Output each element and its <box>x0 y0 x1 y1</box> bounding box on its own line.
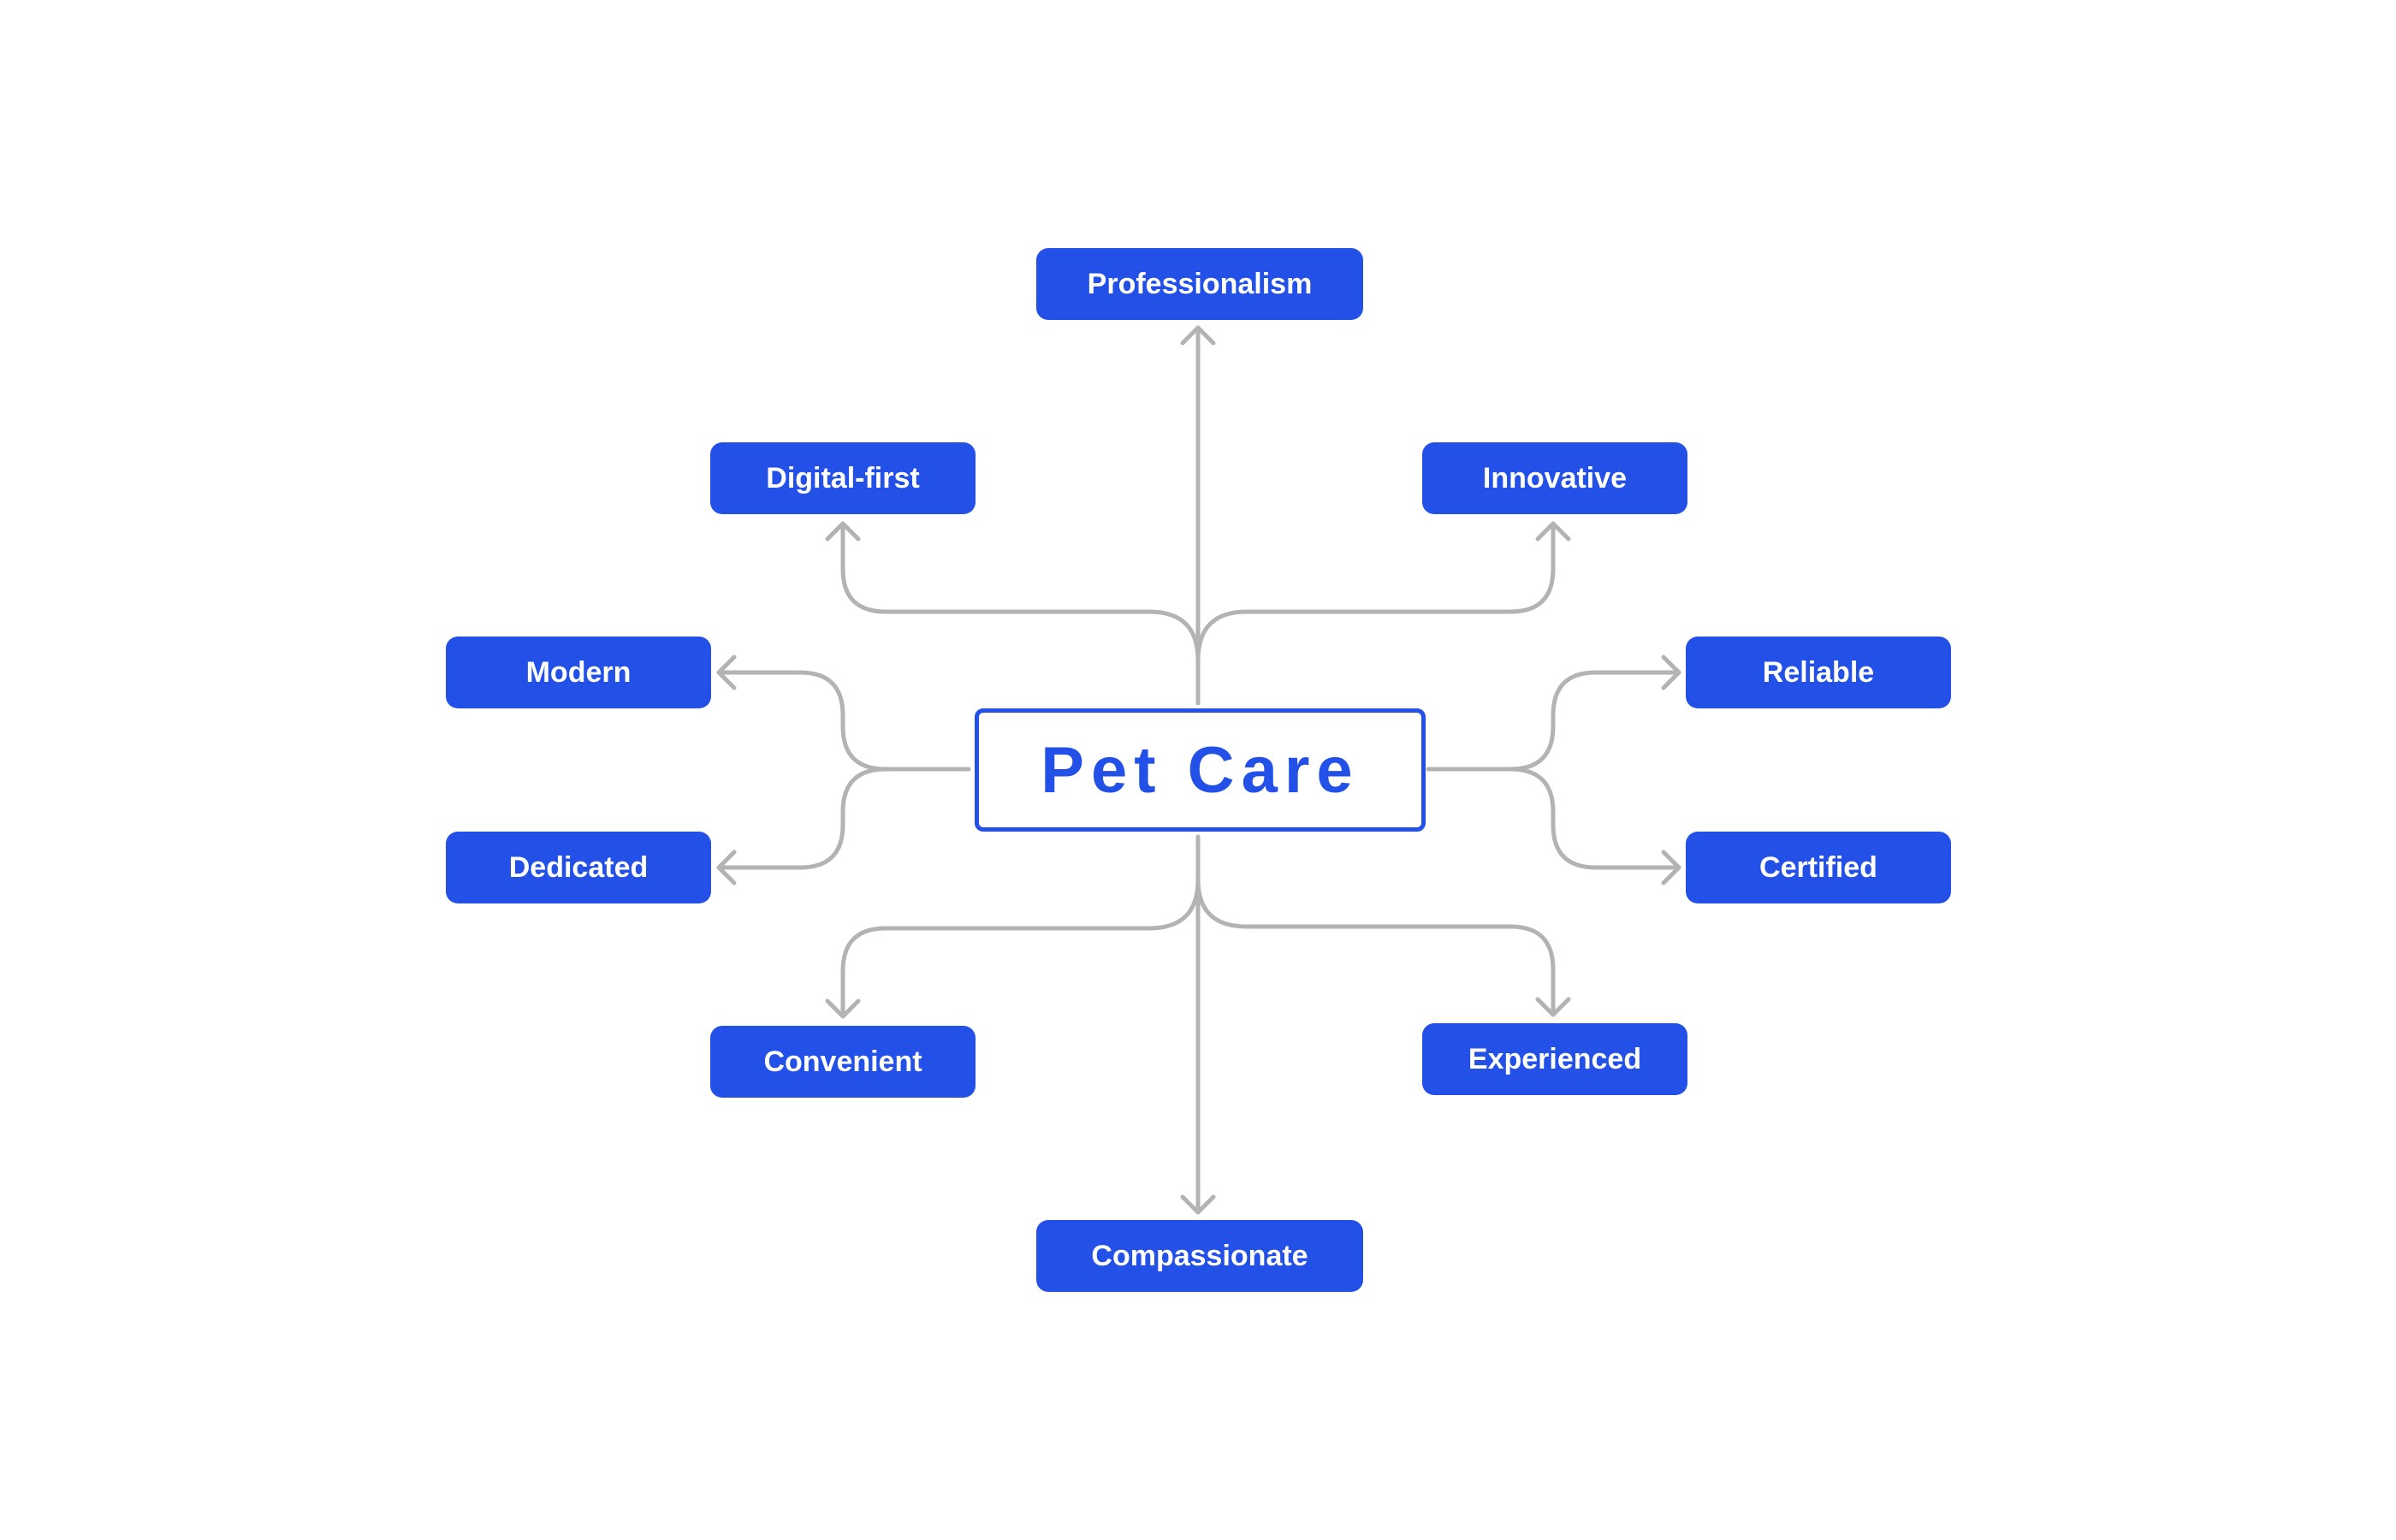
connector-reliable <box>1426 670 1681 772</box>
arrowhead-innovative <box>1535 521 1571 542</box>
connector-innovative <box>1195 521 1556 663</box>
connector-modern <box>716 670 971 772</box>
node-reliable: Reliable <box>1686 637 1951 708</box>
arrowhead-compassionate <box>1180 1194 1216 1215</box>
arrowhead-modern <box>716 654 737 690</box>
node-digital-first: Digital-first <box>710 442 976 514</box>
connector-certified <box>1508 767 1681 870</box>
arrowhead-experienced <box>1535 997 1571 1017</box>
arrowhead-digital-first <box>825 521 861 542</box>
node-certified: Certified <box>1686 832 1951 903</box>
connector-experienced <box>1195 877 1556 1017</box>
node-dedicated: Dedicated <box>446 832 711 903</box>
connector-convenient <box>840 877 1201 1019</box>
arrowhead-convenient <box>825 998 861 1019</box>
arrowhead-professionalism <box>1180 325 1216 346</box>
connector-dedicated <box>716 767 888 870</box>
node-experienced: Experienced <box>1422 1023 1687 1095</box>
arrowhead-reliable <box>1661 654 1681 690</box>
connector-digital-first <box>840 521 1201 663</box>
node-innovative: Innovative <box>1422 442 1687 514</box>
node-compassionate: Compassionate <box>1036 1220 1363 1292</box>
node-convenient: Convenient <box>710 1026 976 1098</box>
node-modern: Modern <box>446 637 711 708</box>
arrowhead-dedicated <box>716 850 737 886</box>
center-node-pet-care: Pet Care <box>975 708 1426 832</box>
node-professionalism: Professionalism <box>1036 248 1363 320</box>
arrowhead-certified <box>1661 850 1681 886</box>
